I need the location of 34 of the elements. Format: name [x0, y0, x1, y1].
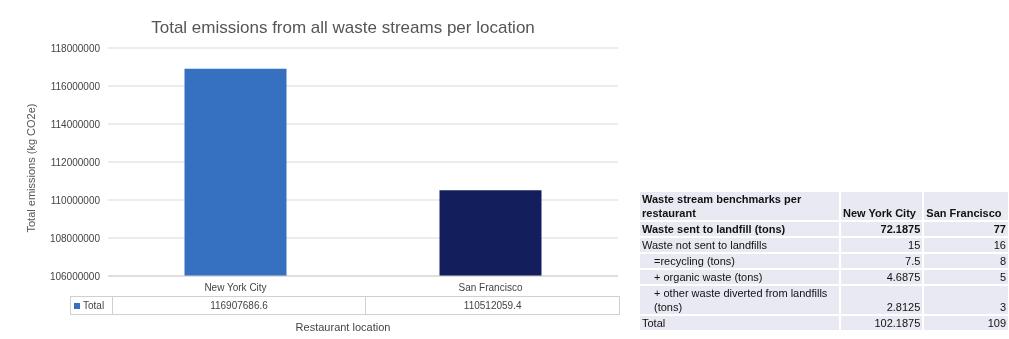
- text: 8: [923, 253, 1009, 269]
- chart-title: Total emissions from all waste streams per location: [150, 18, 536, 38]
- y-tick-label: 106000000: [49, 270, 101, 282]
- text: 102.1875: [840, 315, 924, 331]
- y-axis-title: Total emissions (kg CO2e): [24, 103, 36, 233]
- text: New York City: [840, 192, 924, 221]
- y-tick-label: 116000000: [50, 80, 101, 92]
- text: 4.6875: [840, 269, 924, 285]
- text: 7.5: [840, 253, 924, 269]
- text: Waste sent to landfill (tons): [640, 221, 840, 237]
- x-axis-title: Restaurant location: [294, 321, 392, 333]
- text: San Francisco: [923, 192, 1009, 221]
- text: 3: [923, 285, 1009, 315]
- y-tick-label: 118000000: [50, 42, 101, 54]
- text: 109: [923, 315, 1009, 331]
- text: Waste not sent to landfills: [640, 237, 840, 253]
- data-label: 110512059.4: [462, 299, 523, 313]
- y-tick-label: 112000000: [50, 156, 101, 168]
- text: + organic waste (tons): [640, 269, 840, 285]
- y-tick-label: 114000000: [50, 118, 101, 130]
- legend-label: Total: [83, 300, 105, 311]
- text: Waste stream benchmarks per restaurant: [640, 192, 840, 221]
- y-tick-label: 110000000: [50, 194, 101, 206]
- text: 72.1875: [840, 221, 924, 237]
- text: 5: [923, 269, 1009, 285]
- text: =recycling (tons): [640, 253, 840, 269]
- text: Total: [640, 315, 840, 331]
- text: 16: [923, 237, 1009, 253]
- text: 77: [923, 221, 1009, 237]
- text: 15: [840, 237, 924, 253]
- y-tick-label: 108000000: [49, 232, 101, 244]
- data-label: 116907686.6: [112, 297, 367, 314]
- text: + other waste diverted from landfills (tons): [640, 285, 840, 315]
- text: 2.8125: [840, 285, 924, 315]
